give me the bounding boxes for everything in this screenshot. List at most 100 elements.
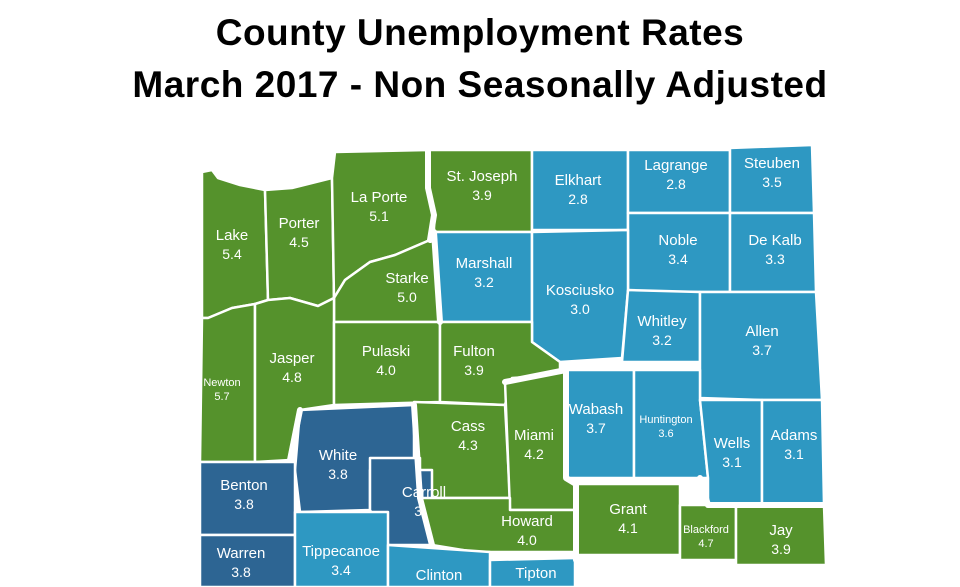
- county-name-label: Marshall: [456, 255, 513, 272]
- region-border: [425, 147, 443, 325]
- county-jay: Jay 3.9: [734, 503, 828, 567]
- county-rate-label: 3.4: [331, 562, 351, 578]
- county-kosciusko: Kosciusko 3.0: [530, 228, 630, 364]
- county-rate-label: 3.6: [658, 428, 673, 440]
- county-name-label: Wells: [714, 435, 750, 452]
- county-rate-label: 4.0: [376, 362, 396, 378]
- county-name-label: Jay: [769, 522, 793, 539]
- map-subtitle: March 2017 - Non Seasonally Adjusted: [132, 64, 828, 105]
- county-shape: [200, 168, 270, 320]
- county-tipton: Tipton: [488, 556, 577, 587]
- county-name-label: Fulton: [453, 343, 495, 360]
- county-name-label: Adams: [771, 427, 818, 444]
- county-lake: Lake 5.4: [200, 168, 270, 320]
- county-name-label: La Porte: [351, 189, 408, 206]
- county-name-label: White: [319, 447, 357, 464]
- county-de-kalb: De Kalb 3.3: [728, 211, 818, 294]
- county-marshall: Marshall 3.2: [432, 230, 534, 324]
- county-name-label: Blackford: [683, 524, 729, 536]
- county-warren: Warren 3.8: [198, 533, 297, 587]
- county-shape: [488, 556, 577, 587]
- county-name-label: Cass: [451, 418, 485, 435]
- county-rate-label: 3.0: [570, 301, 590, 317]
- county-rate-label: 3.1: [722, 454, 742, 470]
- county-rate-label: 4.2: [524, 446, 544, 462]
- county-name-label: Howard: [501, 513, 553, 530]
- county-benton: Benton 3.8: [198, 460, 297, 537]
- county-pulaski: Pulaski 4.0: [332, 320, 442, 407]
- county-rate-label: 3.7: [752, 342, 772, 358]
- county-noble: Noble 3.4: [626, 211, 732, 294]
- county-rate-label: 3.9: [464, 362, 484, 378]
- county-rate-label: 3.7: [586, 420, 606, 436]
- county-howard: Howard 4.0: [418, 496, 577, 554]
- county-name-label: Kosciusko: [546, 282, 614, 299]
- county-rate-label: 3.5: [762, 174, 782, 190]
- region-border: [411, 402, 435, 548]
- county-rate-label: 5.7: [214, 391, 229, 403]
- county-tippecanoe: Tippecanoe 3.4: [293, 510, 390, 587]
- county-name-label: Miami: [514, 427, 554, 444]
- county-shape: [530, 148, 630, 232]
- county-name-label: Wabash: [569, 401, 623, 418]
- county-huntington: Huntington 3.6: [632, 368, 710, 480]
- county-rate-label: 2.8: [568, 191, 588, 207]
- county-rate-label: 5.4: [222, 246, 242, 262]
- county-name-label: Elkhart: [555, 172, 603, 189]
- county-jasper: Jasper 4.8: [253, 296, 336, 464]
- county-rate-label: 4.0: [517, 532, 537, 548]
- county-name-label: Huntington: [639, 414, 692, 426]
- county-name-label: Warren: [217, 545, 266, 562]
- county-name-label: Porter: [279, 215, 320, 232]
- county-name-label: Tipton: [515, 565, 556, 582]
- county-name-label: Pulaski: [362, 343, 410, 360]
- county-name-label: Lagrange: [644, 157, 707, 174]
- county-name-label: Steuben: [744, 155, 800, 172]
- county-shape: [386, 543, 492, 587]
- county-la-porte: La Porte 5.1: [330, 148, 436, 300]
- county-name-label: Benton: [220, 477, 268, 494]
- county-name-label: Allen: [745, 323, 778, 340]
- county-rate-label: 3.8: [328, 466, 348, 482]
- county-rate-label: 3.9: [771, 541, 791, 557]
- county-rate-label: 3.2: [474, 274, 494, 290]
- county-shape: [698, 398, 764, 507]
- county-rate-label: 3.2: [652, 332, 672, 348]
- county-rate-label: 4.3: [458, 437, 478, 453]
- county-allen: Allen 3.7: [698, 290, 824, 402]
- county-rate-label: 3.1: [784, 446, 804, 462]
- county-rate-label: 5.1: [369, 208, 389, 224]
- county-shape: [293, 510, 390, 587]
- region-border: [697, 475, 829, 508]
- county-name-label: St. Joseph: [447, 168, 518, 185]
- county-newton: Newton 5.7: [198, 302, 257, 464]
- map-title: County Unemployment Rates: [215, 12, 745, 53]
- county-rate-label: 4.1: [618, 520, 638, 536]
- county-whitley: Whitley 3.2: [620, 288, 702, 364]
- county-porter: Porter 4.5: [263, 176, 336, 308]
- county-clinton: Clinton: [386, 543, 492, 587]
- county-adams: Adams 3.1: [760, 398, 826, 507]
- county-wabash: Wabash 3.7: [564, 368, 636, 480]
- county-rate-label: 5.0: [397, 289, 417, 305]
- county-rate-label: 3.3: [765, 251, 785, 267]
- county-steuben: Steuben 3.5: [728, 143, 816, 215]
- county-rate-label: 3.8: [231, 564, 251, 580]
- county-rate-label: 4.5: [289, 234, 309, 250]
- county-shape: [198, 533, 297, 587]
- county-name-label: Jasper: [269, 350, 314, 367]
- county-rate-label: 3.9: [472, 187, 492, 203]
- county-rate-label: 4.8: [282, 369, 302, 385]
- county-st-joseph: St. Joseph 3.9: [426, 148, 534, 234]
- county-rate-label: 3.4: [668, 251, 688, 267]
- county-name-label: Starke: [385, 270, 428, 287]
- county-rate-label: 3.8: [234, 496, 254, 512]
- county-name-label: Newton: [203, 377, 240, 389]
- county-name-label: Tippecanoe: [302, 543, 380, 560]
- county-lagrange: Lagrange 2.8: [626, 148, 732, 215]
- county-elkhart: Elkhart 2.8: [530, 148, 630, 232]
- region-border: [287, 407, 303, 463]
- county-name-label: Noble: [658, 232, 697, 249]
- county-name-label: Whitley: [637, 313, 687, 330]
